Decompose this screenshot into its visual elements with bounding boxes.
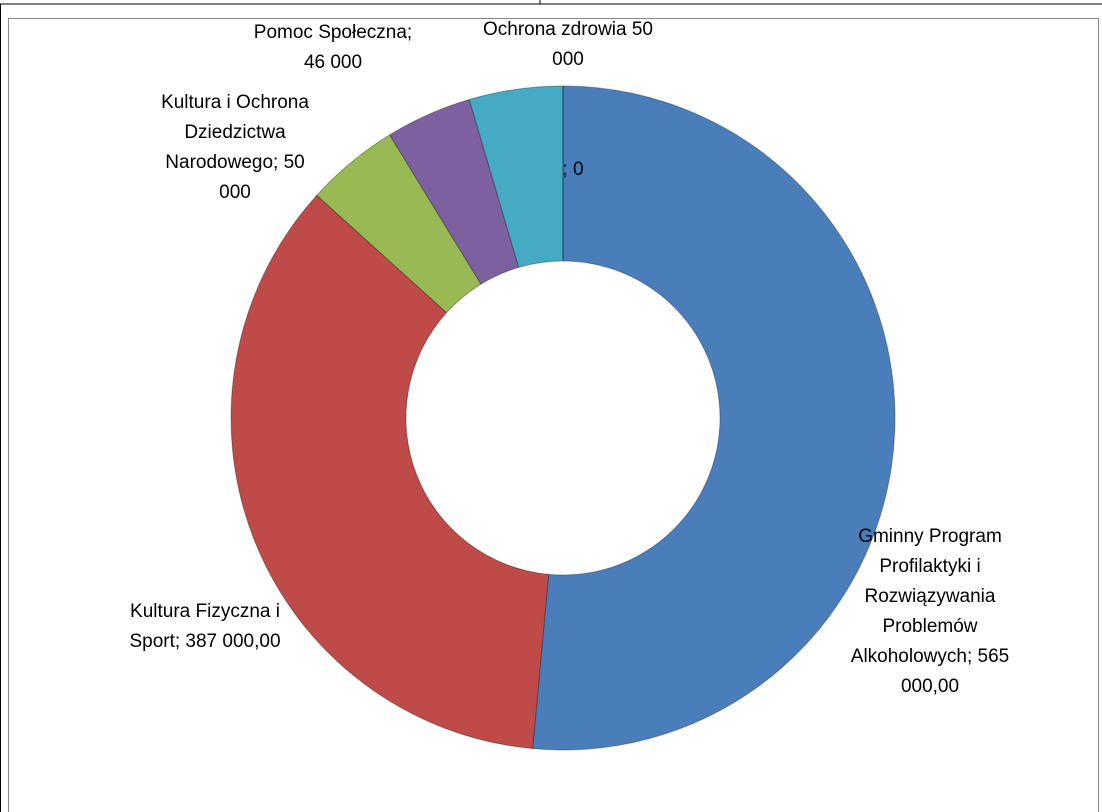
data-label: ; 0 — [562, 159, 584, 180]
data-label: Kultura i Ochrona Dziedzictwa Narodowego… — [161, 92, 309, 203]
donut-segment — [230, 194, 550, 750]
data-label: Pomoc Społeczna; 46 000 — [253, 22, 413, 73]
data-label: Ochrona zdrowia 50 000 — [482, 19, 654, 70]
donut-segment — [468, 85, 564, 269]
donut-segment — [532, 85, 896, 751]
data-label: Gminny Program Profilaktyki i Rozwiązywa… — [850, 526, 1010, 697]
chart-frame — [8, 18, 1099, 812]
data-label: Kultura Fizyczna i Sport; 387 000,00 — [129, 601, 281, 652]
donut-segment — [388, 98, 520, 285]
